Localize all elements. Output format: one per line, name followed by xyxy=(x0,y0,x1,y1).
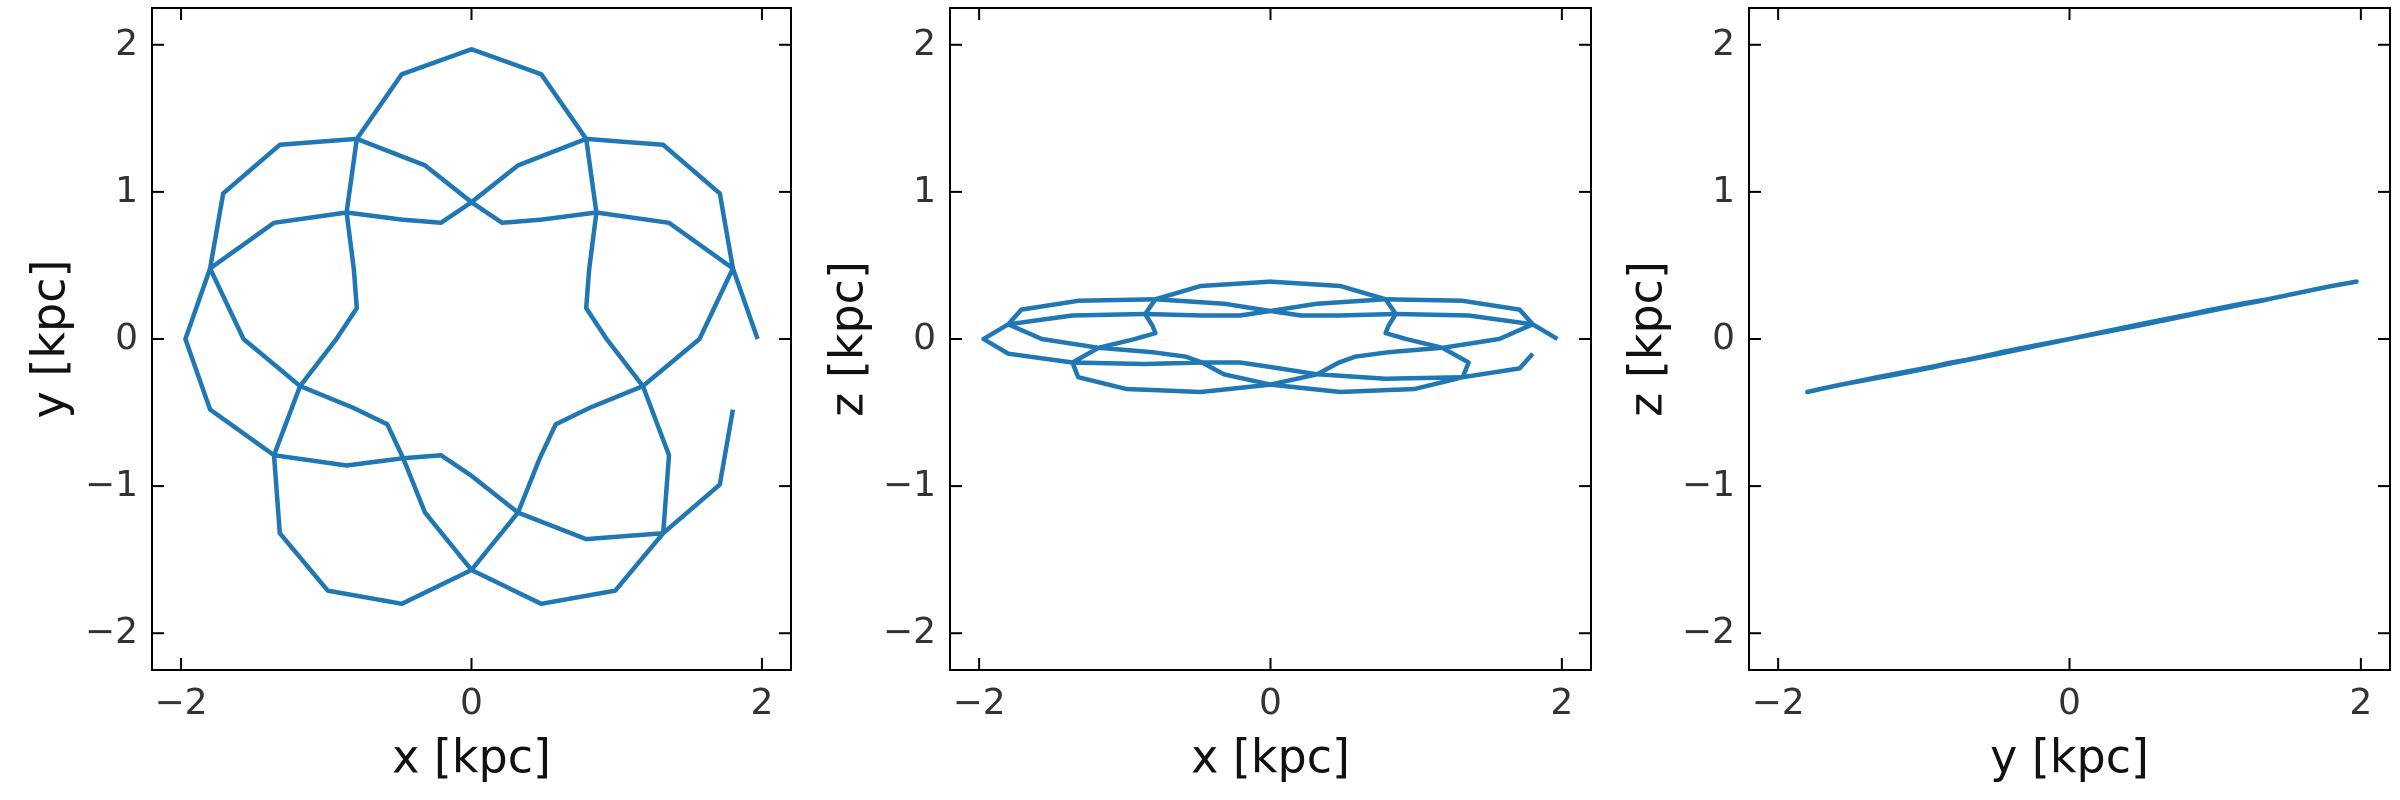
orbit-line xyxy=(1805,279,2359,395)
y-axis-label: z [kpc] xyxy=(820,261,874,417)
y-tick-label: 2 xyxy=(115,23,138,64)
y-tick-label: −2 xyxy=(85,611,138,652)
x-tick-label: −2 xyxy=(155,682,208,723)
x-tick-label: −2 xyxy=(1752,682,1805,723)
y-tick-label: −2 xyxy=(883,611,936,652)
y-tick-label: 1 xyxy=(913,170,936,211)
x-tick-label: 2 xyxy=(2349,682,2372,723)
y-tick-label: −1 xyxy=(85,464,138,505)
y-axis-label: y [kpc] xyxy=(22,260,76,419)
y-tick-label: 0 xyxy=(1712,317,1735,358)
y-tick-label: 1 xyxy=(1712,170,1735,211)
x-tick-label: 0 xyxy=(1259,682,1282,723)
y-tick-label: −1 xyxy=(883,464,936,505)
x-tick-label: −2 xyxy=(953,682,1006,723)
x-axis-label: x [kpc] xyxy=(392,730,551,784)
orbit-line xyxy=(981,279,1559,395)
y-tick-label: 2 xyxy=(913,23,936,64)
x-tick-label: 0 xyxy=(460,682,483,723)
x-axis-label: y [kpc] xyxy=(1990,730,2149,784)
y-tick-label: 2 xyxy=(1712,23,1735,64)
y-tick-label: 0 xyxy=(115,317,138,358)
y-tick-label: −1 xyxy=(1682,464,1735,505)
y-tick-label: 1 xyxy=(115,170,138,211)
orbit-line xyxy=(183,46,760,607)
x-tick-label: 0 xyxy=(2058,682,2081,723)
x-tick-label: 2 xyxy=(751,682,774,723)
y-tick-label: −2 xyxy=(1682,611,1735,652)
x-tick-label: 2 xyxy=(1550,682,1573,723)
y-axis-label: z [kpc] xyxy=(1619,261,1673,417)
x-axis-label: x [kpc] xyxy=(1191,730,1350,784)
y-tick-label: 0 xyxy=(913,317,936,358)
